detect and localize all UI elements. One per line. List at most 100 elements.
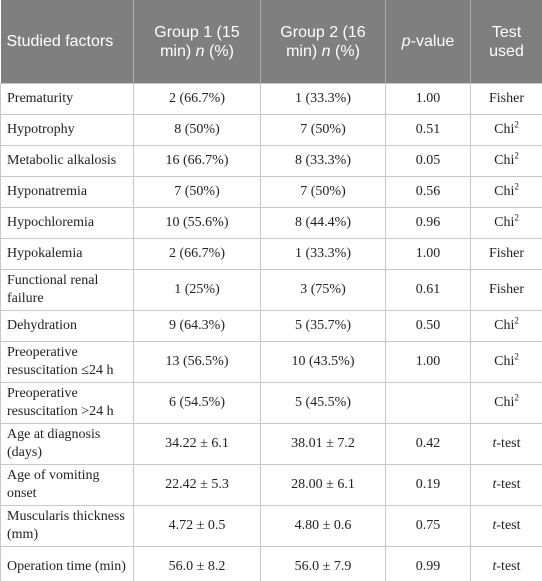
text-segment: Group 2 (16 min) [280,23,366,60]
table-cell: 7 (50%) [260,176,386,208]
row-label: Metabolic alkalosis [0,145,134,177]
table-cell: 8 (50%) [133,114,261,146]
table-row: Metabolic alkalosis 16 (66.7%) 8 (33.3%) 0.… [0,145,542,177]
row-label: Hypochloremia [0,207,134,239]
column-header: p-value [385,0,471,84]
row-label: Prematurity [0,83,134,115]
table-cell: 1 (33.3%) [260,83,386,115]
text-segment: -test [496,559,521,574]
table-cell: 56.0 ± 8.2 [133,546,261,581]
row-label: Hyponatremia [0,176,134,208]
table-cell: Chi2 [470,114,542,146]
table-row: Hyponatremia 7 (50%) 7 (50%) 0.56 Chi2 [0,176,542,208]
table-cell: 1 (25%) [133,269,261,311]
text-segment: Chi [494,318,515,333]
row-label: Age at diagnosis (days) [0,423,134,465]
table-cell [385,382,471,424]
table-cell: 0.56 [385,176,471,208]
table-cell: Chi2 [470,207,542,239]
row-label: Hypokalemia [0,238,134,270]
table-cell: Chi2 [470,341,542,383]
italic-text: t [492,559,497,574]
table-row: Dehydration 9 (64.3%) 5 (35.7%) 0.50 Chi2 [0,310,542,342]
superscript: 2 [514,181,519,192]
table-cell: Chi2 [470,145,542,177]
table-cell: 34.22 ± 6.1 [133,423,261,465]
text-segment: Chi [494,184,515,199]
table-cell: 0.75 [385,505,471,547]
italic-text: t [492,518,497,533]
text-segment: Chi [494,153,515,168]
row-label: Hypotrophy [0,114,134,146]
table-cell: 0.51 [385,114,471,146]
table-cell: Chi2 [470,310,542,342]
table-cell: Chi2 [470,176,542,208]
text-segment: -test [496,518,521,533]
row-label: Preoperative resuscitation >24 h [0,382,134,424]
row-label: Age of vomiting onset [0,464,134,506]
italic-text: p [401,33,411,50]
superscript: 2 [514,212,519,223]
table-cell: 0.61 [385,269,471,311]
table-row: Age at diagnosis (days) 34.22 ± 6.1 38.01 … [0,423,542,465]
table-cell: 1 (33.3%) [260,238,386,270]
table-cell: 9 (64.3%) [133,310,261,342]
table-cell: 5 (45.5%) [260,382,386,424]
table-cell: t-test [470,546,542,581]
table-cell: 7 (50%) [260,114,386,146]
text-segment: -value [410,33,455,50]
table-cell: 5 (35.7%) [260,310,386,342]
table-row: Hypochloremia 10 (55.6%) 8 (44.4%) 0.96 Chi2 [0,207,542,239]
table-cell: 0.50 [385,310,471,342]
superscript: 2 [514,150,519,161]
row-label: Dehydration [0,310,134,342]
table-cell: 8 (44.4%) [260,207,386,239]
table-body: Prematurity 2 (66.7%) 1 (33.3%) 1.00 Fisher H… [0,83,542,581]
text-segment: Chi [494,215,515,230]
table-cell: 3 (75%) [260,269,386,311]
table-cell: 10 (43.5%) [260,341,386,383]
text-segment: -test [496,477,521,492]
column-header: Studied factors [0,0,134,84]
table-cell: 0.19 [385,464,471,506]
table-cell: 28.00 ± 6.1 [260,464,386,506]
table-cell: 16 (66.7%) [133,145,261,177]
table-cell: 2 (66.7%) [133,238,261,270]
italic-text: t [492,436,497,451]
table-cell: 38.01 ± 7.2 [260,423,386,465]
row-label: Muscularis thickness (mm) [0,505,134,547]
text-segment: Chi [494,122,515,137]
italic-text: n [321,42,331,60]
table-row: Operation time (min) 56.0 ± 8.2 56.0 ± 7.9… [0,546,542,581]
table-row: Functional renal failure 1 (25%) 3 (75%) 0.… [0,269,542,311]
table-cell: 1.00 [385,83,471,115]
column-header: Group 2 (16 min) n (%) [260,0,386,84]
table-cell: 8 (33.3%) [260,145,386,177]
table-cell: Fisher [470,269,542,311]
table-cell: 1.00 [385,341,471,383]
table-row: Age of vomiting onset 22.42 ± 5.3 28.00 ± … [0,464,542,506]
table-cell: Fisher [470,238,542,270]
table-row: Preoperative resuscitation ≤24 h 13 (56.5… [0,341,542,383]
italic-text: n [195,42,205,60]
table-cell: 2 (66.7%) [133,83,261,115]
table-cell: 6 (54.5%) [133,382,261,424]
table-cell: t-test [470,464,542,506]
table-cell: 0.99 [385,546,471,581]
row-label: Functional renal failure [0,269,134,311]
row-label: Preoperative resuscitation ≤24 h [0,341,134,383]
superscript: 2 [514,315,519,326]
table-cell: 0.96 [385,207,471,239]
italic-text: t [492,477,497,492]
table-row: Hypotrophy 8 (50%) 7 (50%) 0.51 Chi2 [0,114,542,146]
superscript: 2 [514,351,519,362]
table-row: Prematurity 2 (66.7%) 1 (33.3%) 1.00 Fisher [0,83,542,115]
table-cell: 7 (50%) [133,176,261,208]
text-segment: Chi [494,395,515,410]
text-segment: (%) [204,42,234,60]
table-cell: 0.05 [385,145,471,177]
table-cell: 10 (55.6%) [133,207,261,239]
